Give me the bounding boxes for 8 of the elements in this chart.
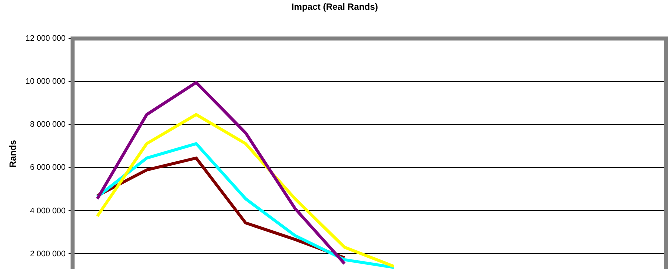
y-tick-label: 12 000 000 — [26, 34, 66, 44]
y-tick-label: 10 000 000 — [26, 77, 66, 86]
y-tick-label: 2 000 000 — [30, 249, 66, 258]
y-tick-label: 6 000 000 — [30, 163, 66, 172]
y-axis-title: Rands — [8, 140, 18, 168]
y-tick-label: 8 000 000 — [30, 120, 66, 130]
y-tick-label: 4 000 000 — [30, 206, 66, 216]
chart-title: Impact (Real Rands) — [292, 2, 378, 12]
